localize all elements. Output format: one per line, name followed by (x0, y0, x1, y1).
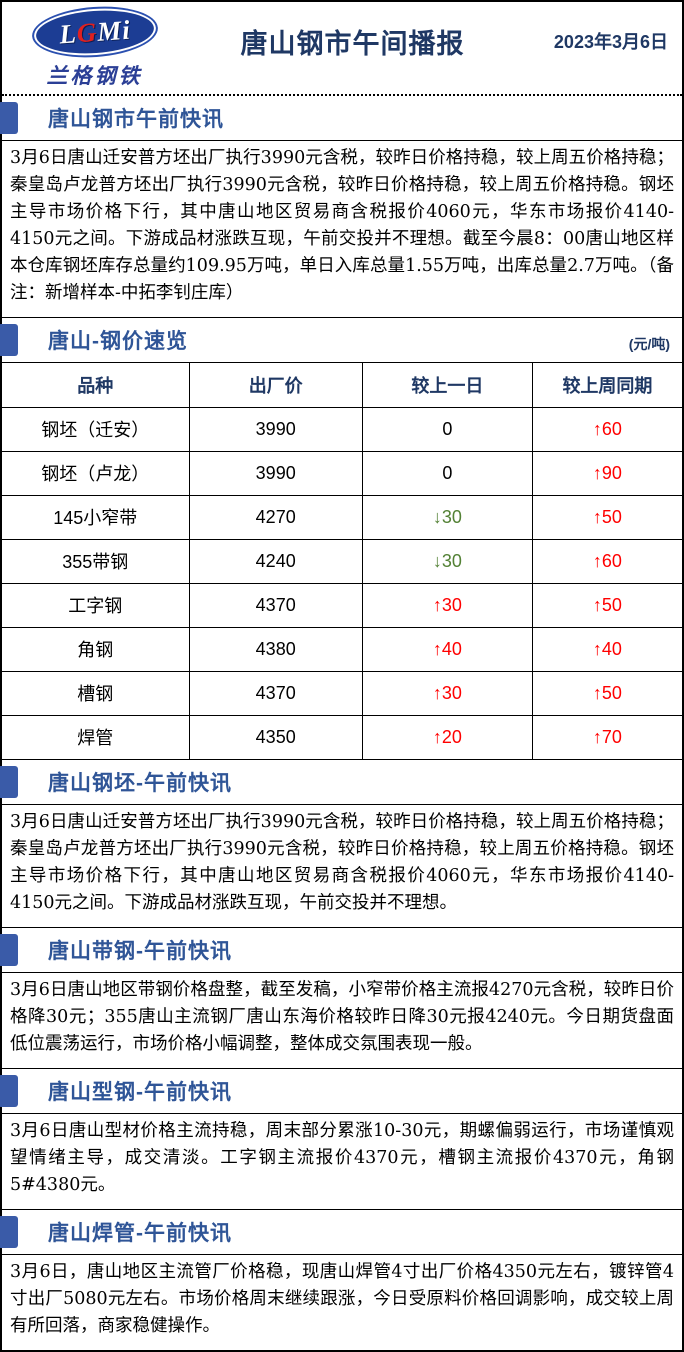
price-cell: 3990 (188, 406, 363, 452)
col-header-vs-prev-day: 较上一日 (361, 363, 533, 408)
week-change-cell: ↑90 (531, 450, 682, 496)
week-change-cell: ↑50 (531, 670, 682, 716)
page-title: 唐山钢市午间播报 (240, 28, 465, 59)
price-cell: 4270 (188, 494, 363, 540)
section-body-strip: 3月6日唐山地区带钢价格盘整，截至发稿，小窄带价格主流报4270元含税，较昨日价… (2, 973, 682, 1069)
table-row: 槽钢 4370 ↑30 ↑50 (2, 670, 682, 716)
price-cell: 4380 (188, 626, 363, 672)
week-change-value: ↑50 (592, 682, 622, 703)
variety-cell: 槽钢 (2, 670, 190, 716)
day-change-value: ↑30 (432, 594, 462, 615)
col-header-variety: 品种 (2, 363, 190, 408)
variety-cell: 145小窄带 (2, 494, 190, 540)
day-change-cell: ↓30 (361, 494, 533, 540)
report-date: 2023年3月6日 (553, 32, 668, 52)
section-title: 唐山钢坯-午前快讯 (48, 771, 232, 795)
price-cell: 3990 (188, 450, 363, 496)
section-marker-icon (0, 765, 18, 798)
day-change-value: 0 (442, 462, 453, 483)
week-change-cell: ↑40 (531, 626, 682, 672)
week-change-value: ↑70 (592, 726, 622, 747)
variety-cell: 焊管 (2, 714, 190, 760)
table-header-row: 品种 出厂价 较上一日 较上周同期 (2, 363, 682, 408)
day-change-cell: 0 (361, 406, 533, 452)
table-row: 355带钢 4240 ↓30 ↑60 (2, 538, 682, 584)
section-body-welded-pipe: 3月6日，唐山地区主流管厂价格稳，现唐山焊管4寸出厂价格4350元左右，镀锌管4… (10, 1261, 674, 1336)
section-heading-price-overview: 唐山-钢价速览 (元/吨) (0, 318, 682, 363)
week-change-value: ↑60 (592, 418, 622, 439)
lange-steel-logo: L G Mi 兰格钢铁 (12, 6, 177, 90)
week-change-cell: ↑50 (531, 582, 682, 628)
section-body-market-brief: 3月6日唐山迁安普方坯出厂执行3990元含税，较昨日价格持稳，较上周五价格持稳；… (2, 141, 682, 318)
day-change-cell: ↑30 (361, 582, 533, 628)
logo-letters: Mi (95, 13, 132, 46)
logo-company-name: 兰格钢铁 (46, 62, 143, 88)
section-heading-market-brief: 唐山钢市午前快讯 (0, 96, 682, 141)
day-change-value: ↑40 (432, 638, 462, 659)
table-row: 工字钢 4370 ↑30 ↑50 (2, 582, 682, 628)
section-title: 唐山型钢-午前快讯 (48, 1080, 232, 1104)
price-cell: 4350 (188, 714, 363, 760)
week-change-cell: ↑50 (531, 494, 682, 540)
day-change-value: ↑30 (432, 682, 462, 703)
week-change-value: ↑60 (592, 550, 622, 571)
week-change-value: ↑90 (592, 462, 622, 483)
section-body-section-steel: 3月6日唐山型材价格主流持稳，周末部分累涨10-30元，期螺偏弱运行，市场谨慎观… (2, 1114, 682, 1210)
section-heading-section-steel: 唐山型钢-午前快讯 (0, 1069, 682, 1114)
section-marker-icon (0, 324, 18, 356)
lgmi-logo-icon: L G Mi (34, 6, 155, 57)
week-change-cell: ↑70 (531, 714, 682, 760)
day-change-value: ↑20 (432, 726, 462, 747)
week-change-value: ↑50 (592, 594, 622, 615)
section-marker-icon (0, 933, 18, 966)
table-row: 钢坯（卢龙） 3990 0 ↑90 (2, 450, 682, 496)
variety-cell: 角钢 (2, 626, 190, 672)
section-marker-icon (0, 1074, 18, 1107)
section-title: 唐山带钢-午前快讯 (48, 939, 232, 963)
table-row: 焊管 4350 ↑20 ↑70 (2, 714, 682, 760)
section-body-billet: 3月6日唐山迁安普方坯出厂执行3990元含税，较昨日价格持稳，较上周五价格持稳；… (2, 805, 682, 928)
price-cell: 4370 (188, 670, 363, 716)
day-change-value: ↓30 (432, 550, 462, 571)
price-cell: 4370 (188, 582, 363, 628)
section-heading-welded-pipe: 唐山焊管-午前快讯 (0, 1210, 682, 1255)
variety-cell: 钢坯（卢龙） (2, 450, 190, 496)
section-title: 唐山焊管-午前快讯 (48, 1221, 232, 1245)
day-change-value: 0 (442, 418, 453, 439)
week-change-cell: ↑60 (531, 406, 682, 452)
day-change-cell: ↑20 (361, 714, 533, 760)
col-header-vs-last-week: 较上周同期 (531, 363, 682, 408)
week-change-value: ↑40 (592, 638, 622, 659)
price-unit-label: (元/吨) (628, 336, 670, 352)
table-row: 145小窄带 4270 ↓30 ↑50 (2, 494, 682, 540)
report-header: L G Mi 兰格钢铁 唐山钢市午间播报 2023年3月6日 (2, 2, 682, 96)
day-change-cell: ↓30 (361, 538, 533, 584)
section-marker-icon (0, 1215, 18, 1248)
section-heading-billet: 唐山钢坯-午前快讯 (0, 760, 682, 805)
variety-cell: 钢坯（迁安） (2, 406, 190, 452)
price-table: 品种 出厂价 较上一日 较上周同期 钢坯（迁安） 3990 0 ↑60 钢坯（卢… (2, 363, 682, 760)
day-change-cell: ↑40 (361, 626, 533, 672)
week-change-value: ↑50 (592, 506, 622, 527)
day-change-value: ↓30 (432, 506, 462, 527)
col-header-exfactory-price: 出厂价 (188, 363, 363, 408)
week-change-cell: ↑60 (531, 538, 682, 584)
logo-letter-red: G (75, 15, 98, 48)
logo-letter: L (57, 17, 78, 49)
table-row: 钢坯（迁安） 3990 0 ↑60 (2, 406, 682, 452)
variety-cell: 355带钢 (2, 538, 190, 584)
section-title: 唐山-钢价速览 (48, 330, 188, 353)
table-row: 角钢 4380 ↑40 ↑40 (2, 626, 682, 672)
price-cell: 4240 (188, 538, 363, 584)
day-change-cell: ↑30 (361, 670, 533, 716)
section-marker-icon (0, 102, 18, 134)
day-change-cell: 0 (361, 450, 533, 496)
variety-cell: 工字钢 (2, 582, 190, 628)
section-heading-strip: 唐山带钢-午前快讯 (0, 928, 682, 973)
section-title: 唐山钢市午前快讯 (48, 108, 224, 131)
